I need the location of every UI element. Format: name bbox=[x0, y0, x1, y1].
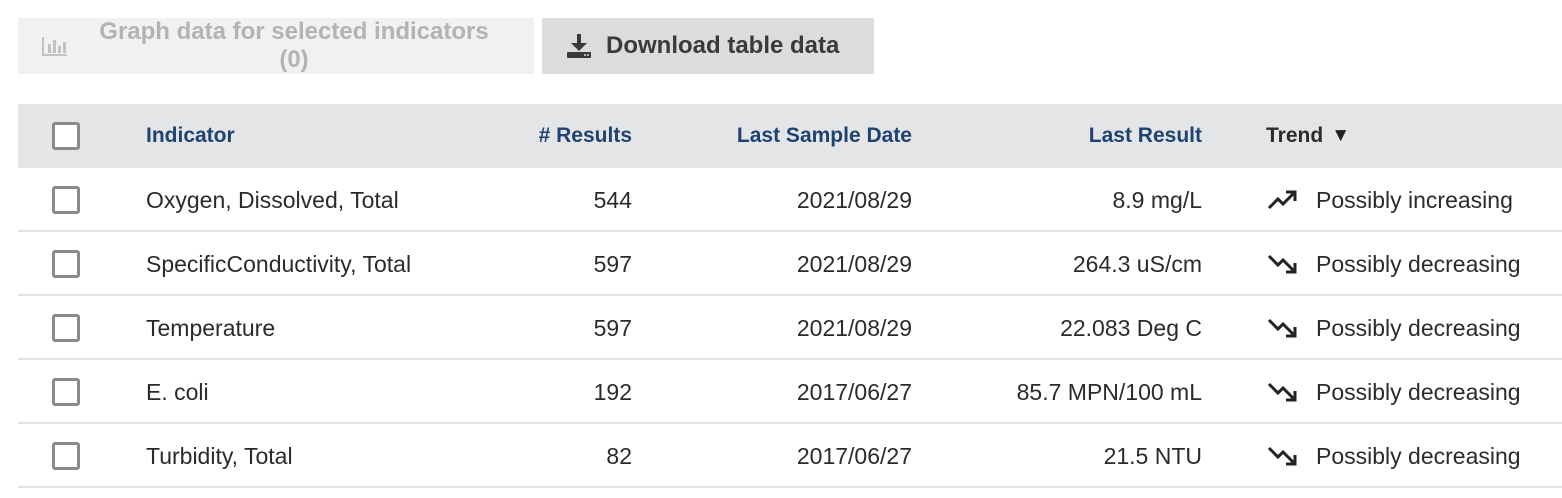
table-row: Temperature 597 2021/08/29 22.083 Deg C … bbox=[18, 296, 1562, 360]
trend-cell: Possibly increasing bbox=[1266, 168, 1562, 232]
date-cell: 2021/08/29 bbox=[796, 314, 912, 341]
results-cell: 597 bbox=[593, 314, 632, 341]
trend-cell: Possibly decreasing bbox=[1266, 360, 1562, 424]
last-result-cell: 21.5 NTU bbox=[1103, 442, 1202, 469]
table-row: E. coli 192 2017/06/27 85.7 MPN/100 mL P… bbox=[18, 360, 1562, 424]
last-result-cell: 8.9 mg/L bbox=[1112, 186, 1203, 213]
header-last-result[interactable]: Last Result bbox=[1088, 124, 1202, 147]
header-indicator[interactable]: Indicator bbox=[146, 124, 235, 147]
indicator-cell: SpecificConductivity, Total bbox=[146, 250, 412, 277]
download-icon bbox=[567, 34, 591, 58]
trend-cell: Possibly decreasing bbox=[1266, 232, 1562, 296]
trend-label: Possibly decreasing bbox=[1316, 442, 1521, 469]
header-trend-label: Trend bbox=[1266, 124, 1324, 147]
row-checkbox[interactable] bbox=[52, 442, 80, 470]
toolbar: Graph data for selected indicators (0) D… bbox=[18, 18, 874, 74]
sort-down-icon: ▼ bbox=[1331, 125, 1350, 146]
indicator-cell: Turbidity, Total bbox=[146, 442, 293, 469]
trend-down-icon bbox=[1267, 254, 1297, 274]
trend-up-icon bbox=[1267, 190, 1297, 210]
date-cell: 2017/06/27 bbox=[796, 442, 912, 469]
indicator-cell: E. coli bbox=[146, 378, 209, 405]
header-last-sample-date[interactable]: Last Sample Date bbox=[736, 124, 912, 147]
graph-selected-button[interactable]: Graph data for selected indicators (0) bbox=[18, 18, 534, 74]
table-row: SpecificConductivity, Total 597 2021/08/… bbox=[18, 232, 1562, 296]
row-checkbox[interactable] bbox=[52, 250, 80, 278]
row-checkbox[interactable] bbox=[52, 186, 80, 214]
indicator-cell: Temperature bbox=[146, 314, 276, 341]
row-checkbox[interactable] bbox=[52, 378, 80, 406]
trend-down-icon bbox=[1267, 446, 1297, 466]
last-result-cell: 22.083 Deg C bbox=[1060, 314, 1202, 341]
indicators-table: Indicator # Results Last Sample Date Las… bbox=[18, 104, 1562, 488]
table-header: Indicator # Results Last Sample Date Las… bbox=[18, 104, 1562, 168]
select-all-checkbox[interactable] bbox=[52, 122, 80, 150]
last-result-cell: 85.7 MPN/100 mL bbox=[1016, 378, 1202, 405]
row-checkbox[interactable] bbox=[52, 314, 80, 342]
bar-chart-icon bbox=[42, 37, 67, 56]
date-cell: 2021/08/29 bbox=[796, 250, 912, 277]
trend-cell: Possibly decreasing bbox=[1266, 296, 1562, 360]
table-row: Oxygen, Dissolved, Total 544 2021/08/29 … bbox=[18, 168, 1562, 232]
trend-label: Possibly decreasing bbox=[1316, 250, 1521, 277]
indicator-cell: Oxygen, Dissolved, Total bbox=[146, 186, 399, 213]
results-cell: 544 bbox=[593, 186, 632, 213]
header-trend[interactable]: Trend ▼ bbox=[1266, 104, 1562, 168]
download-table-button[interactable]: Download table data bbox=[542, 18, 874, 74]
trend-label: Possibly increasing bbox=[1316, 186, 1513, 213]
table-row: Turbidity, Total 82 2017/06/27 21.5 NTU … bbox=[18, 424, 1562, 488]
download-table-label: Download table data bbox=[606, 32, 840, 59]
trend-label: Possibly decreasing bbox=[1316, 314, 1521, 341]
graph-selected-label: Graph data for selected indicators (0) bbox=[99, 18, 489, 73]
trend-down-icon bbox=[1267, 318, 1297, 338]
date-cell: 2017/06/27 bbox=[796, 378, 912, 405]
last-result-cell: 264.3 uS/cm bbox=[1072, 250, 1202, 277]
trend-label: Possibly decreasing bbox=[1316, 378, 1521, 405]
header-results[interactable]: # Results bbox=[538, 124, 632, 147]
trend-down-icon bbox=[1267, 382, 1297, 402]
date-cell: 2021/08/29 bbox=[796, 186, 912, 213]
trend-cell: Possibly decreasing bbox=[1266, 424, 1562, 488]
results-cell: 82 bbox=[606, 442, 632, 469]
results-cell: 597 bbox=[593, 250, 632, 277]
results-cell: 192 bbox=[593, 378, 632, 405]
